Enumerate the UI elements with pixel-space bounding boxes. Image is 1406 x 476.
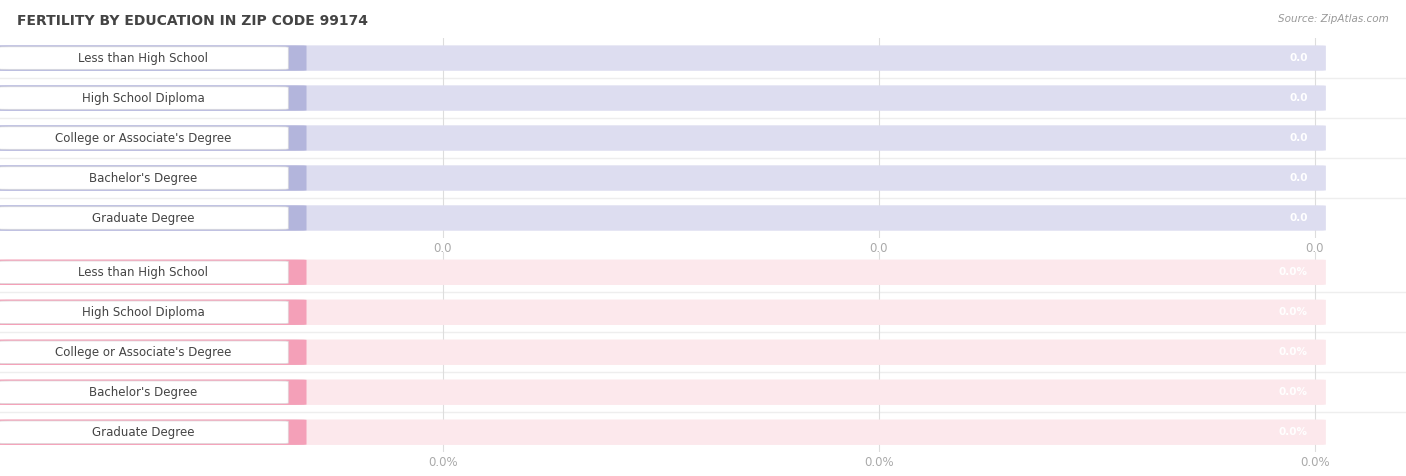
Text: Less than High School: Less than High School: [79, 51, 208, 65]
FancyBboxPatch shape: [0, 207, 288, 229]
FancyBboxPatch shape: [0, 85, 1326, 111]
Text: High School Diploma: High School Diploma: [82, 306, 205, 319]
FancyBboxPatch shape: [0, 125, 1326, 151]
Text: 0.0%: 0.0%: [1278, 267, 1308, 278]
Text: FERTILITY BY EDUCATION IN ZIP CODE 99174: FERTILITY BY EDUCATION IN ZIP CODE 99174: [17, 14, 368, 28]
FancyBboxPatch shape: [0, 165, 1326, 191]
Text: Less than High School: Less than High School: [79, 266, 208, 279]
FancyBboxPatch shape: [0, 85, 307, 111]
Text: 0.0: 0.0: [1289, 133, 1308, 143]
Text: 0.0: 0.0: [1289, 53, 1308, 63]
FancyBboxPatch shape: [0, 421, 288, 444]
FancyBboxPatch shape: [0, 47, 288, 69]
Text: 0.0%: 0.0%: [1278, 387, 1308, 397]
FancyBboxPatch shape: [0, 381, 288, 404]
FancyBboxPatch shape: [0, 299, 307, 325]
Text: Graduate Degree: Graduate Degree: [93, 211, 194, 225]
Text: 0.0%: 0.0%: [1278, 347, 1308, 357]
Text: 0.0%: 0.0%: [1278, 307, 1308, 317]
FancyBboxPatch shape: [0, 339, 1326, 365]
Text: College or Associate's Degree: College or Associate's Degree: [55, 346, 232, 359]
Text: High School Diploma: High School Diploma: [82, 91, 205, 105]
Text: College or Associate's Degree: College or Associate's Degree: [55, 131, 232, 145]
FancyBboxPatch shape: [0, 205, 307, 231]
Text: Bachelor's Degree: Bachelor's Degree: [90, 386, 197, 399]
FancyBboxPatch shape: [0, 125, 307, 151]
FancyBboxPatch shape: [0, 45, 1326, 71]
Text: Source: ZipAtlas.com: Source: ZipAtlas.com: [1278, 14, 1389, 24]
Text: 0.0: 0.0: [1289, 173, 1308, 183]
FancyBboxPatch shape: [0, 299, 1326, 325]
Text: 0.0: 0.0: [1289, 93, 1308, 103]
Text: Graduate Degree: Graduate Degree: [93, 426, 194, 439]
FancyBboxPatch shape: [0, 261, 288, 284]
FancyBboxPatch shape: [0, 165, 307, 191]
FancyBboxPatch shape: [0, 259, 307, 285]
FancyBboxPatch shape: [0, 87, 288, 109]
Text: Bachelor's Degree: Bachelor's Degree: [90, 171, 197, 185]
FancyBboxPatch shape: [0, 379, 307, 405]
FancyBboxPatch shape: [0, 419, 1326, 445]
FancyBboxPatch shape: [0, 419, 307, 445]
Text: 0.0%: 0.0%: [1278, 427, 1308, 437]
FancyBboxPatch shape: [0, 127, 288, 149]
FancyBboxPatch shape: [0, 259, 1326, 285]
Text: 0.0: 0.0: [1289, 213, 1308, 223]
FancyBboxPatch shape: [0, 205, 1326, 231]
FancyBboxPatch shape: [0, 301, 288, 324]
FancyBboxPatch shape: [0, 45, 307, 71]
FancyBboxPatch shape: [0, 339, 307, 365]
FancyBboxPatch shape: [0, 379, 1326, 405]
FancyBboxPatch shape: [0, 167, 288, 189]
FancyBboxPatch shape: [0, 341, 288, 364]
